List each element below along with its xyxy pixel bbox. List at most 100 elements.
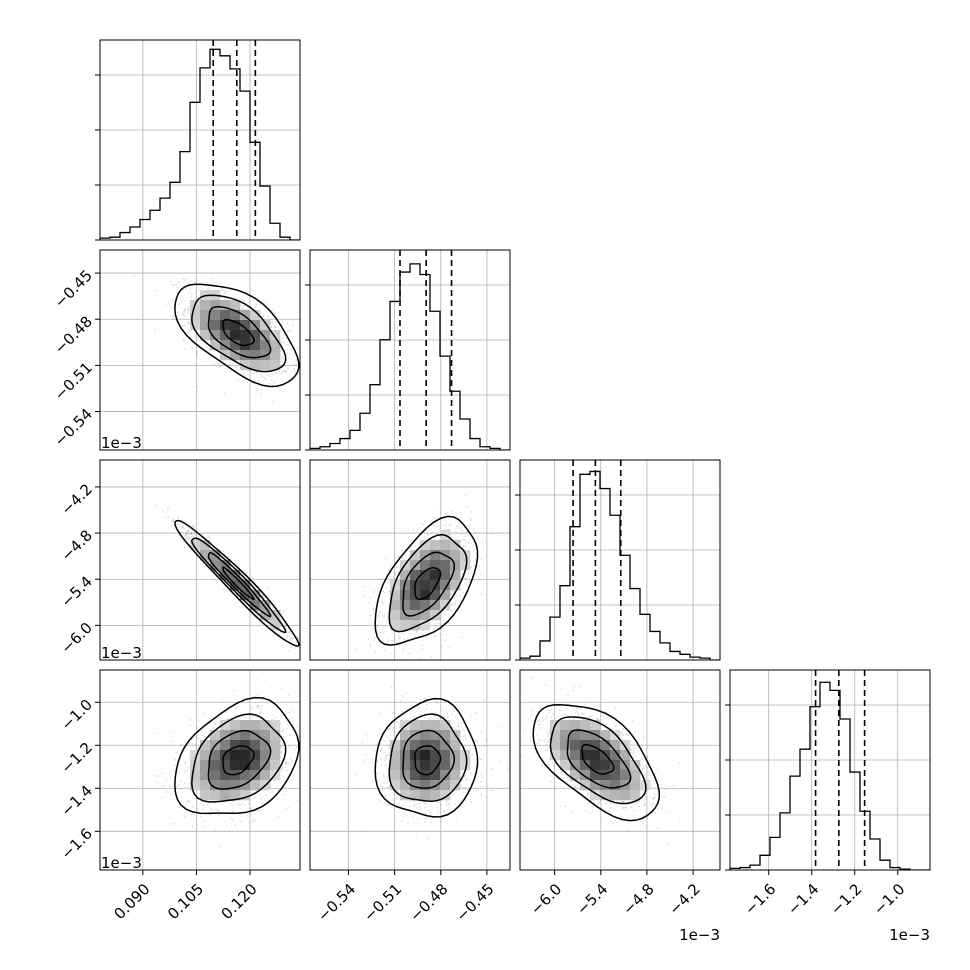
sample-point	[293, 354, 296, 357]
sample-point	[242, 372, 245, 375]
density-cell	[430, 600, 441, 611]
y-offset-label: 1e−3	[101, 644, 142, 662]
density-cell	[420, 560, 431, 571]
contour-line	[191, 537, 287, 634]
sample-point	[246, 814, 249, 816]
sample-point	[182, 313, 185, 316]
sample-point	[272, 606, 274, 609]
sample-point	[445, 523, 448, 525]
contour-line	[207, 551, 272, 618]
sample-point	[241, 300, 244, 302]
sample-point	[280, 349, 282, 352]
sample-point	[398, 636, 401, 638]
sample-point	[291, 636, 294, 639]
sample-point	[463, 582, 466, 585]
sample-point	[431, 530, 433, 533]
sample-point	[362, 586, 365, 588]
sample-point	[168, 785, 171, 787]
sample-point	[182, 525, 185, 528]
sample-point	[198, 289, 201, 291]
sample-point	[372, 608, 375, 611]
sample-point	[278, 371, 281, 374]
sample-point	[280, 745, 283, 747]
sample-point	[251, 789, 254, 792]
sample-point	[402, 632, 405, 635]
sample-point	[449, 523, 452, 525]
sample-point	[285, 634, 288, 637]
sample-point	[183, 310, 186, 313]
sample-point	[242, 308, 245, 310]
sample-point	[280, 767, 283, 770]
sample-point	[183, 311, 185, 313]
panel-content	[100, 460, 300, 660]
sample-point	[423, 535, 426, 538]
sample-point	[312, 371, 314, 373]
sample-point	[293, 368, 296, 371]
sample-point	[462, 591, 465, 594]
sample-point	[181, 300, 184, 303]
sample-point	[288, 630, 290, 633]
sample-point	[184, 315, 186, 318]
sample-point	[274, 312, 276, 315]
sample-point	[456, 524, 458, 527]
sample-point	[264, 378, 267, 381]
sample-point	[201, 538, 203, 540]
sample-point	[394, 573, 397, 575]
sample-point	[236, 379, 239, 382]
sample-point	[242, 802, 245, 805]
sample-point	[467, 541, 470, 544]
sample-point	[289, 329, 291, 332]
sample-point	[381, 615, 384, 618]
sample-point	[269, 791, 272, 794]
sample-point	[448, 528, 451, 531]
sample-point	[254, 305, 257, 308]
sample-point	[178, 535, 181, 537]
sample-point	[286, 631, 289, 634]
sample-point	[266, 315, 269, 318]
sample-point	[218, 361, 221, 364]
sample-point	[290, 348, 293, 351]
sample-point	[390, 639, 393, 642]
sample-point	[226, 718, 229, 721]
panel-content	[100, 670, 300, 870]
sample-point	[286, 322, 289, 325]
sample-point	[188, 527, 191, 530]
sample-point	[275, 371, 277, 374]
sample-point	[178, 313, 181, 316]
sample-point	[472, 528, 475, 531]
sample-point	[441, 616, 444, 619]
sample-point	[215, 819, 217, 822]
sample-point	[403, 638, 405, 641]
sample-point	[257, 610, 259, 613]
sample-point	[374, 668, 376, 670]
panel-2-2	[515, 459, 721, 661]
sample-point	[259, 710, 262, 713]
sample-point	[260, 388, 263, 391]
sample-point	[402, 648, 404, 651]
sample-point	[281, 612, 284, 615]
panel-frame	[309, 249, 511, 451]
sample-point	[476, 537, 479, 540]
density-cell	[250, 330, 261, 341]
sample-point	[295, 746, 298, 748]
sample-point	[186, 530, 189, 533]
sample-point	[258, 712, 261, 715]
sample-point	[406, 644, 409, 647]
sample-point	[196, 748, 199, 751]
sample-point	[442, 633, 445, 636]
sample-point	[481, 558, 484, 561]
sample-point	[172, 519, 174, 522]
sample-point	[173, 284, 175, 287]
sample-point	[297, 346, 299, 349]
sample-point	[438, 622, 441, 625]
sample-point	[169, 823, 172, 826]
sample-point	[255, 371, 258, 374]
sample-point	[170, 524, 173, 527]
sample-point	[183, 309, 186, 311]
sample-point	[379, 631, 381, 634]
density-cell	[220, 320, 231, 331]
density-cell	[390, 620, 401, 631]
sample-point	[288, 711, 291, 714]
sample-point	[223, 293, 226, 296]
sample-point	[178, 806, 181, 809]
